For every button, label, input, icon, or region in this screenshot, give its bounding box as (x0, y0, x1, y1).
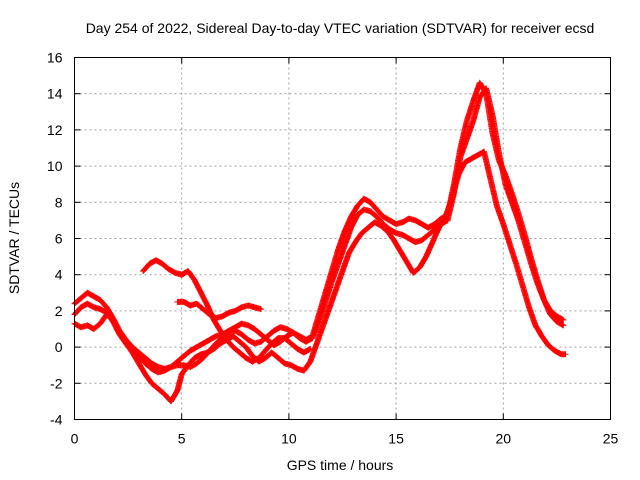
y-tick-label: 10 (47, 158, 63, 174)
x-tick-label: 25 (603, 431, 619, 447)
x-tick-label: 5 (178, 431, 186, 447)
x-tick-label: 15 (388, 431, 404, 447)
y-tick-label: 8 (55, 194, 63, 210)
x-axis-label: GPS time / hours (287, 457, 394, 473)
x-tick-label: 0 (71, 431, 79, 447)
axes: 0 5 10 15 20 25 -4 -2 0 2 4 6 8 10 12 14 16 (47, 50, 619, 447)
chart-title: Day 254 of 2022, Sidereal Day-to-day VTE… (86, 20, 595, 36)
x-tick-label: 20 (496, 431, 512, 447)
y-tick-label: 12 (47, 122, 63, 138)
x-tick-label: 10 (281, 431, 297, 447)
y-tick-label: -2 (50, 375, 63, 391)
y-tick-label: -4 (50, 412, 63, 428)
y-tick-label: 0 (55, 339, 63, 355)
y-tick-label: 6 (55, 231, 63, 247)
series-track-5 (174, 298, 264, 322)
plot-frame (74, 57, 611, 420)
data-points (71, 79, 569, 405)
y-tick-label: 4 (55, 267, 63, 283)
series-markers (174, 298, 264, 322)
y-tick-label: 2 (55, 303, 63, 319)
y-tick-label: 16 (47, 50, 63, 66)
y-axis-label: SDTVAR / TECUs (6, 182, 22, 294)
y-tick-label: 14 (47, 86, 63, 102)
